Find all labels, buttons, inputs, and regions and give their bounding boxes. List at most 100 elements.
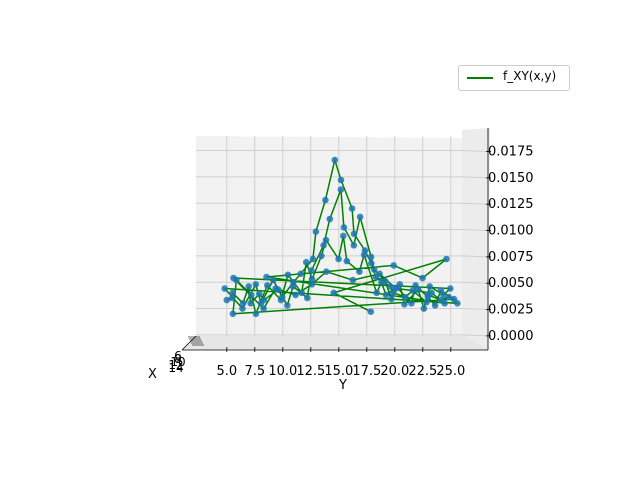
y-axis: 5.0 7.5 10.0 12.5 15.0 17.5 20.0 22.5 25.0 xyxy=(182,347,488,379)
z-grid-line-side xyxy=(461,334,489,337)
data-point xyxy=(370,266,378,273)
data-point xyxy=(284,271,292,279)
data-point xyxy=(303,258,310,266)
y-tick-label: 15.0 xyxy=(324,364,353,379)
data-point xyxy=(349,276,357,284)
data-point xyxy=(284,302,291,309)
y-tick-label: 17.5 xyxy=(352,364,381,379)
data-point xyxy=(419,274,426,282)
data-point xyxy=(239,305,246,312)
data-point xyxy=(420,305,428,312)
z-grid-line-side xyxy=(461,229,489,232)
data-point xyxy=(423,298,430,306)
data-point xyxy=(230,274,237,282)
data-point xyxy=(443,255,450,263)
data-point xyxy=(308,275,316,283)
y-tick-label: 20.0 xyxy=(380,364,409,379)
data-point xyxy=(348,205,356,212)
x-axis-label: X xyxy=(148,367,157,382)
data-point xyxy=(257,300,265,307)
data-point xyxy=(337,186,345,193)
floor-pane xyxy=(182,336,488,350)
series-points xyxy=(221,156,461,318)
data-point xyxy=(368,260,375,267)
z-tick-label: 0.0050 xyxy=(488,276,534,291)
data-point xyxy=(386,283,394,290)
data-point xyxy=(331,156,339,164)
z-grid-line-side xyxy=(461,255,489,258)
data-point xyxy=(330,289,338,297)
z-axis: 0.0000 0.0025 0.0050 0.0075 0.0100 0.0125 0.01… xyxy=(486,128,534,350)
data-point xyxy=(335,255,342,263)
data-point xyxy=(297,270,305,278)
data-point xyxy=(255,290,263,298)
data-point xyxy=(392,285,400,292)
x-tick-label: 12 xyxy=(168,358,183,372)
z-grid-line-side xyxy=(461,202,489,205)
data-point xyxy=(376,270,383,278)
data-point xyxy=(428,289,435,297)
data-point xyxy=(322,236,330,244)
z-tick-label: 0.0100 xyxy=(488,224,534,239)
data-point xyxy=(289,283,297,290)
data-point xyxy=(350,242,358,249)
z-tick-label: 0.0025 xyxy=(488,303,534,318)
data-point xyxy=(401,301,408,308)
data-point xyxy=(323,268,330,276)
x-tick-label: 10 xyxy=(170,355,185,369)
data-point xyxy=(409,287,417,294)
data-point xyxy=(229,310,237,318)
z-grid-line-side xyxy=(461,308,489,311)
data-point xyxy=(440,291,447,299)
data-point xyxy=(245,283,252,290)
data-point xyxy=(447,285,454,292)
data-point xyxy=(367,308,375,316)
data-point xyxy=(308,281,316,288)
data-point xyxy=(252,281,260,288)
x-tick-label: 14 xyxy=(168,361,183,375)
data-point xyxy=(248,291,255,299)
data-point xyxy=(441,300,449,307)
data-point xyxy=(378,278,385,286)
data-point xyxy=(402,293,409,301)
x-axis-line xyxy=(181,335,197,351)
x-tick-label: 6 xyxy=(174,349,182,363)
z-grid-line-side xyxy=(461,150,489,153)
data-point xyxy=(269,276,277,284)
y-tick-label: 7.5 xyxy=(244,364,265,379)
data-point xyxy=(382,291,390,299)
z-tick-label: 0.0175 xyxy=(488,145,534,160)
z-tick-label: 0.0075 xyxy=(488,250,534,265)
data-point xyxy=(263,273,270,281)
data-point xyxy=(414,286,422,293)
data-point xyxy=(360,251,368,259)
data-point xyxy=(340,224,348,231)
data-point xyxy=(390,262,398,269)
legend-line-swatch xyxy=(467,77,493,79)
data-point xyxy=(337,176,345,184)
data-point xyxy=(320,242,327,249)
data-point xyxy=(247,300,254,307)
data-point xyxy=(221,285,228,292)
data-point xyxy=(223,296,231,304)
data-point xyxy=(396,281,404,288)
z-grid-line-side xyxy=(461,176,489,179)
data-point xyxy=(322,196,329,204)
z-grid-line-side xyxy=(461,281,489,284)
data-point xyxy=(350,230,358,238)
y-axis-label: Y xyxy=(338,378,347,393)
data-point xyxy=(308,267,315,274)
data-point xyxy=(340,232,347,240)
data-point xyxy=(260,305,267,312)
data-point xyxy=(388,295,395,303)
data-point xyxy=(450,295,458,303)
data-point xyxy=(424,293,432,301)
data-point xyxy=(373,289,381,297)
z-tick-label: 0.0000 xyxy=(488,329,534,344)
y-tick-label: 25.0 xyxy=(436,364,465,379)
data-point xyxy=(228,294,236,302)
data-point xyxy=(431,302,439,309)
